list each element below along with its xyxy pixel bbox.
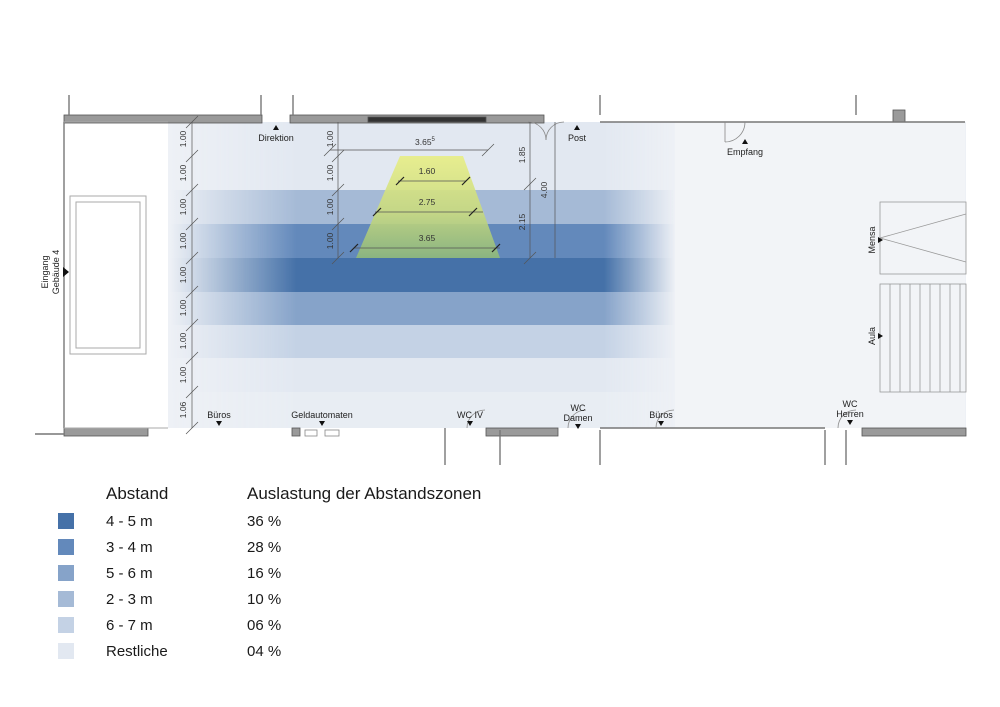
- room-label-wc-iv: WC IV: [457, 410, 483, 420]
- legend-item: 2 - 3 m 10 %: [58, 589, 281, 609]
- room-label-post: Post: [568, 133, 587, 143]
- legend-item: 4 - 5 m 36 %: [58, 511, 281, 531]
- legend-value: 04 %: [247, 642, 282, 660]
- cone-label-far: 3.65: [419, 233, 436, 243]
- dimension-label: 2.15: [517, 213, 527, 230]
- dimension-label: 1.00: [325, 130, 335, 147]
- zone-band: [170, 258, 675, 292]
- room-label-geldautomaten: Geldautomaten: [291, 410, 353, 420]
- dimension-label: 1.00: [178, 366, 188, 383]
- legend-value: 06 %: [247, 616, 282, 634]
- room-label-aula: Aula: [867, 327, 877, 345]
- legend-value: 10 %: [247, 590, 282, 608]
- dimension-label: 1.00: [178, 232, 188, 249]
- dimension-label: 4.00: [539, 181, 549, 198]
- doors: [304, 121, 857, 437]
- arrow-up-icon: [574, 125, 580, 130]
- dimension-label: 1.06: [178, 401, 188, 418]
- arrow-right-icon: [878, 237, 883, 243]
- corridor-right: [675, 122, 965, 428]
- zone-band: [170, 292, 675, 325]
- legend-swatch: [58, 565, 74, 581]
- arrow-right-icon: [878, 333, 883, 339]
- legend-swatch: [58, 643, 74, 659]
- zone-band: [170, 325, 675, 358]
- left-dimension-labels: 1.00 1.00 1.00 1.00 1.00 1.00 1.00 1.00 …: [178, 130, 188, 418]
- legend-label: Restliche: [106, 642, 168, 660]
- room-label-bueros-left: Büros: [207, 410, 231, 420]
- dimension-label: 1.85: [517, 146, 527, 163]
- dimension-label: 1.00: [178, 332, 188, 349]
- dimension-ticks: [349, 176, 501, 253]
- arrow-down-icon: [847, 420, 853, 425]
- stairs: [879, 201, 967, 393]
- arrow-down-icon: [467, 421, 473, 426]
- cone-label-mid: 2.75: [419, 197, 436, 207]
- dimension-label: 1.00: [178, 198, 188, 215]
- legend-label: 3 - 4 m: [106, 538, 153, 556]
- dimension-label: 1.00: [325, 232, 335, 249]
- floor-plan: 1.00 1.00 1.00 1.00 1.00 1.00 1.00 1.00 …: [35, 95, 967, 465]
- legend-swatch: [58, 591, 74, 607]
- legend-label: 6 - 7 m: [106, 616, 153, 634]
- room-label-gebaeude: Gebäude 4: [51, 250, 61, 295]
- room-label-mensa: Mensa: [867, 226, 877, 253]
- room-label-wc-damen-1: WC: [571, 403, 586, 413]
- inner-dimension-labels: 1.00 1.00 1.00 1.00: [325, 130, 335, 249]
- legend-swatch: [58, 513, 74, 529]
- arrow-up-icon: [273, 125, 279, 130]
- legend-title-utilization: Auslastung der Abstandszonen: [247, 484, 482, 503]
- arrow-down-icon: [216, 421, 222, 426]
- zone-band: [170, 392, 675, 428]
- legend-item: 5 - 6 m 16 %: [58, 563, 281, 583]
- room-label-direktion: Direktion: [258, 133, 294, 143]
- arrow-right-icon: [63, 267, 69, 277]
- legend-value: 28 %: [247, 538, 282, 556]
- room-label-wc-herren-2: Herren: [836, 409, 864, 419]
- dimension-label: 1.00: [325, 198, 335, 215]
- dimension-label: 1.00: [325, 164, 335, 181]
- view-cone: [356, 156, 500, 258]
- arrow-down-icon: [658, 421, 664, 426]
- legend-item: Restliche 04 %: [58, 641, 281, 661]
- legend-item: 6 - 7 m 06 %: [58, 615, 281, 635]
- dimension-lines: [185, 115, 556, 435]
- legend-value: 16 %: [247, 564, 282, 582]
- room-label-eingang: Eingang: [40, 255, 50, 288]
- legend-swatch: [58, 617, 74, 633]
- left-rooms: [64, 121, 168, 429]
- arrow-down-icon: [575, 424, 581, 429]
- dimension-label: 1.00: [178, 130, 188, 147]
- legend-title-distance: Abstand: [106, 484, 169, 503]
- cone-label-near: 1.60: [419, 166, 436, 176]
- dimension-label: 1.00: [178, 266, 188, 283]
- arrow-down-icon: [319, 421, 325, 426]
- zone-band: [170, 358, 675, 392]
- legend-label: 2 - 3 m: [106, 590, 153, 608]
- room-label-empfang: Empfang: [727, 147, 763, 157]
- room-label-wc-damen-2: Damen: [563, 413, 592, 423]
- arrow-up-icon: [742, 139, 748, 144]
- arrow-icons: [63, 125, 883, 429]
- legend-label: 4 - 5 m: [106, 512, 153, 530]
- legend-swatch: [58, 539, 74, 555]
- room-label-bueros-right: Büros: [649, 410, 673, 420]
- legend-value: 36 %: [247, 512, 282, 530]
- legend-item: 3 - 4 m 28 %: [58, 537, 281, 557]
- legend-label: 5 - 6 m: [106, 564, 153, 582]
- dimension-label: 1.00: [178, 164, 188, 181]
- top-width-label: 3.655: [415, 137, 436, 147]
- dimension-label: 1.00: [178, 299, 188, 316]
- room-label-wc-herren-1: WC: [843, 399, 858, 409]
